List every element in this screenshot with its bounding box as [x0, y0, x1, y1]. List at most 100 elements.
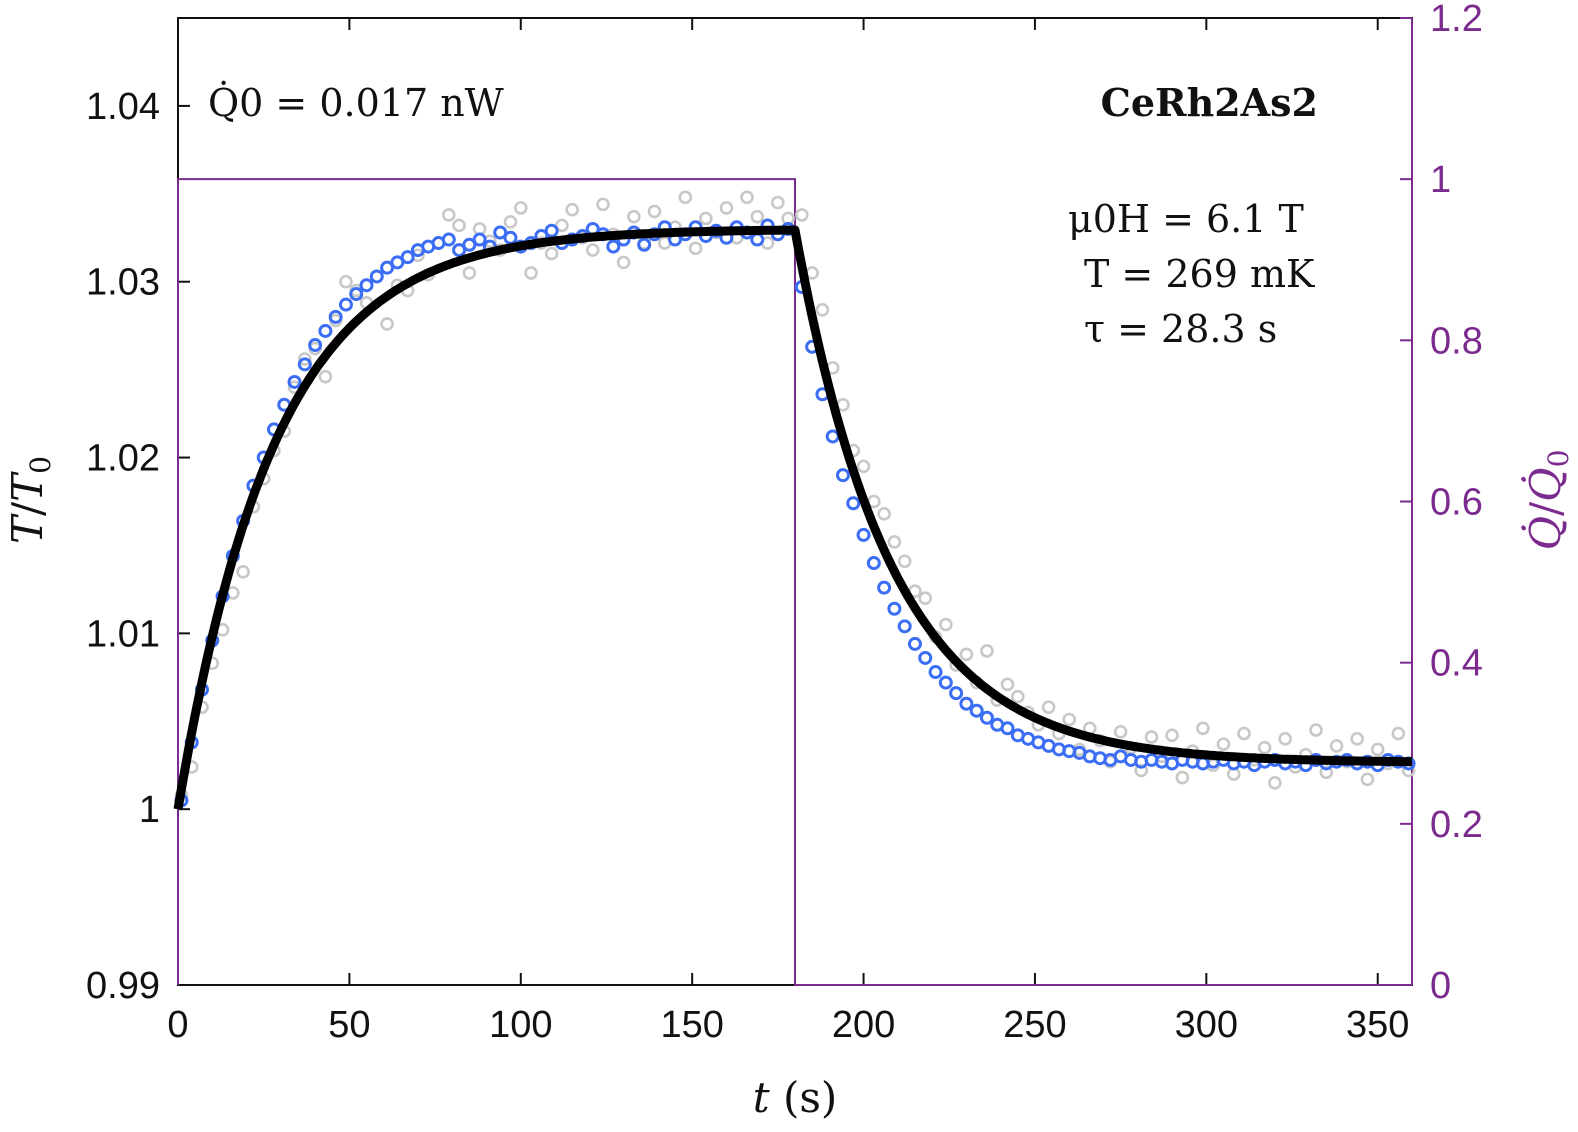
- raw-data-point: [1370, 742, 1385, 757]
- raw-data-point: [1175, 770, 1190, 785]
- averaged-data-point: [472, 232, 487, 247]
- raw-data-point: [616, 255, 631, 270]
- raw-data-point: [699, 211, 713, 226]
- raw-data-point: [596, 197, 610, 212]
- averaged-data-point: [287, 374, 302, 389]
- averaged-data-point: [359, 278, 374, 293]
- raw-data-point: [1278, 732, 1292, 746]
- raw-data-point: [627, 209, 641, 224]
- raw-data-point: [318, 369, 333, 384]
- raw-data-point: [877, 507, 891, 521]
- raw-data-point: [1391, 726, 1406, 741]
- raw-data-point: [236, 565, 250, 579]
- raw-data-point: [1257, 740, 1272, 755]
- raw-data-point: [565, 202, 579, 217]
- averaged-data-point: [887, 601, 902, 616]
- averaged-data-point: [318, 323, 333, 338]
- y-left-tick-label: 1.01: [86, 613, 160, 655]
- averaged-data-point: [637, 237, 652, 252]
- raw-data-point: [1319, 765, 1334, 780]
- raw-data-point: [1360, 772, 1375, 787]
- y-left-tick-label: 1: [139, 789, 160, 831]
- averaged-data-point: [877, 580, 892, 595]
- y-left-tick-labels: 0.99 1 1.01 1.02 1.03 1.04: [86, 86, 160, 1007]
- raw-data-point: [503, 215, 518, 229]
- raw-data-point: [771, 195, 785, 210]
- x-tick-label: 0: [167, 1004, 188, 1046]
- raw-data-point: [918, 591, 933, 606]
- raw-data-point: [1011, 689, 1025, 704]
- y-right-tick-label: 0.4: [1430, 643, 1483, 685]
- y-right-tick-label: 1: [1430, 159, 1451, 201]
- y-right-tick-label: 0.8: [1430, 320, 1483, 362]
- field-annotation: μ0H = 6.1 T: [1068, 197, 1304, 241]
- averaged-data-point: [897, 619, 912, 634]
- raw-data-point: [939, 617, 953, 632]
- averaged-data-point: [380, 260, 395, 275]
- raw-data-point: [1329, 739, 1344, 753]
- x-tick-label: 200: [832, 1004, 895, 1046]
- fit-curve: [173, 225, 1414, 810]
- averaged-data-point: [349, 287, 364, 302]
- y-right-tick-label: 0.6: [1430, 482, 1483, 524]
- averaged-data-point: [462, 237, 477, 252]
- averaged-data-point: [907, 636, 922, 651]
- raw-data-point: [719, 201, 734, 215]
- averaged-data-point: [390, 255, 405, 270]
- raw-data-point: [959, 647, 974, 662]
- y-left-tick-label: 1.03: [86, 262, 160, 304]
- raw-data-point: [1350, 732, 1364, 746]
- temperature-annotation: T = 269 mK: [1084, 252, 1315, 296]
- averaged-data-point: [750, 232, 765, 247]
- raw-data-point: [524, 266, 538, 280]
- tau-annotation: τ = 28.3 s: [1084, 307, 1277, 351]
- raw-data-point: [1268, 776, 1282, 790]
- raw-data-point: [380, 317, 394, 331]
- y-left-tick-label: 0.99: [86, 965, 160, 1007]
- x-tick-label: 50: [328, 1004, 370, 1046]
- raw-data-point: [740, 190, 754, 205]
- raw-data-point: [1113, 725, 1128, 739]
- averaged-data-point: [400, 250, 415, 265]
- raw-data-point: [856, 459, 871, 474]
- raw-data-point: [513, 201, 528, 215]
- averaged-data-point: [938, 675, 953, 690]
- fit-curve-path: [173, 225, 1414, 810]
- raw-data-point: [897, 554, 912, 569]
- averaged-data-point: [441, 232, 456, 247]
- raw-data-point: [1237, 726, 1251, 741]
- averaged-data-point: [297, 357, 312, 372]
- raw-data-point: [980, 644, 994, 658]
- raw-data-point: [452, 218, 466, 233]
- x-tick-label: 300: [1175, 1004, 1238, 1046]
- averaged-data-point: [979, 710, 994, 725]
- raw-data-point: [815, 303, 830, 317]
- averaged-data-point: [846, 496, 861, 511]
- raw-data-point: [1144, 730, 1159, 744]
- x-tick-label: 150: [660, 1004, 723, 1046]
- averaged-data-point: [825, 429, 840, 444]
- x-tick-labels: 0 50 100 150 200 250 300 350: [167, 1004, 1409, 1046]
- raw-data-point: [1216, 737, 1231, 751]
- y-right-axis-label: Q̇/Q̇0: [1520, 450, 1575, 551]
- averaged-data-point: [452, 243, 467, 258]
- y-left-axis-label: T/T0: [3, 456, 57, 544]
- averaged-data-point: [369, 269, 384, 284]
- raw-data-point: [441, 208, 456, 222]
- averaged-data-point: [959, 696, 974, 711]
- averaged-data-point: [338, 297, 353, 312]
- averaged-data-point: [503, 230, 518, 245]
- raw-data-point: [585, 243, 600, 257]
- heater-power-step: [177, 178, 1412, 986]
- raw-data-point: [1041, 700, 1056, 715]
- raw-data-point: [1134, 763, 1149, 778]
- raw-data-point: [1196, 721, 1210, 736]
- averaged-data-point: [856, 527, 871, 542]
- x-axis-label: t (s): [753, 1073, 838, 1122]
- raw-data-point: [555, 218, 569, 233]
- raw-data-point: [887, 535, 902, 549]
- y-right-tick-label: 1.2: [1430, 0, 1483, 40]
- averaged-data-point: [866, 556, 881, 571]
- averaged-data-point: [544, 223, 559, 238]
- y-right-tick-label: 0: [1430, 965, 1451, 1007]
